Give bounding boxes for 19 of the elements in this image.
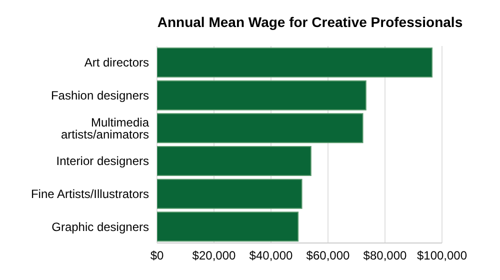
- x-tick-label: $40,000: [249, 248, 294, 263]
- x-tick-label: $80,000: [363, 248, 408, 263]
- y-tick-label: Fine Artists/Illustrators: [30, 187, 149, 202]
- x-tick-label: $60,000: [306, 248, 350, 263]
- y-tick-label: Multimedia artists/animators: [60, 115, 150, 142]
- bar: [157, 80, 366, 110]
- y-tick-label: Interior designers: [56, 154, 149, 168]
- bar: [157, 113, 364, 144]
- bar: [157, 178, 302, 209]
- chart-title: Annual Mean Wage for Creative Professionals: [156, 13, 464, 32]
- x-tick-label: $100,000: [416, 248, 468, 263]
- bar: [157, 146, 312, 176]
- y-tick-label: Graphic designers: [52, 220, 149, 234]
- bar: [157, 48, 433, 78]
- y-tick-label: Art directors: [84, 56, 149, 70]
- y-tick-label: Fashion designers: [50, 88, 149, 103]
- x-tick-label: $20,000: [192, 248, 236, 263]
- bar: [157, 212, 299, 242]
- x-tick-label: $0: [150, 248, 164, 263]
